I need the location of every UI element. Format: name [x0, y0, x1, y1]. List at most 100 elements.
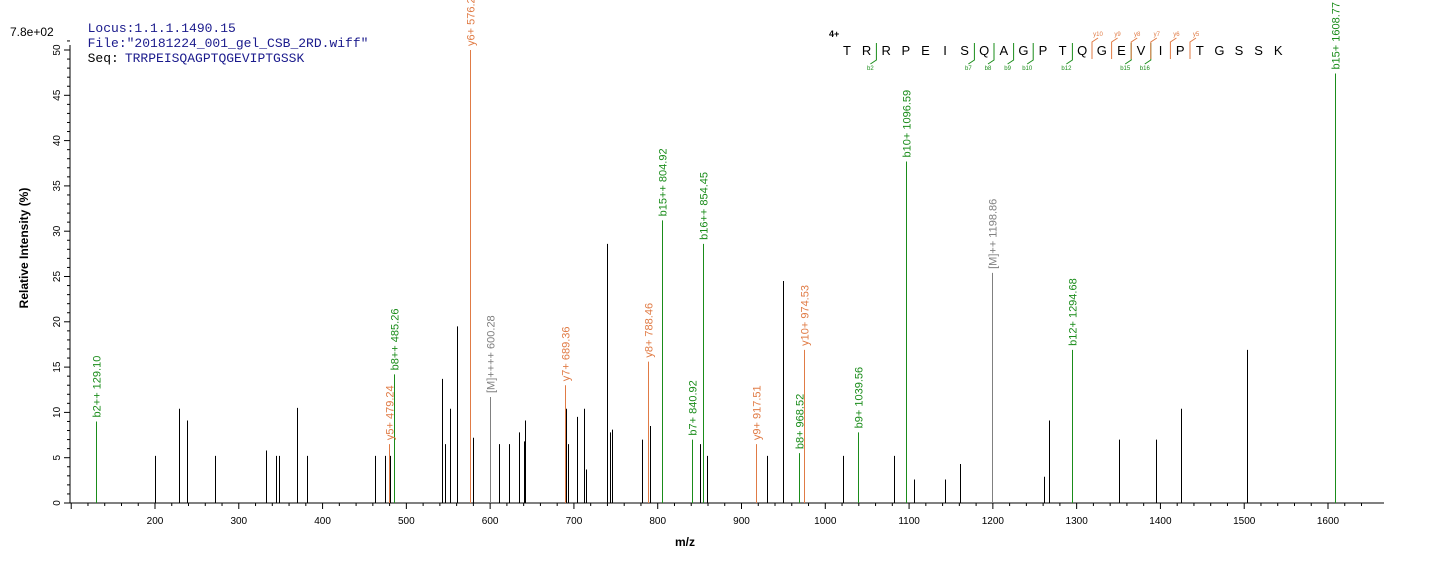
y-ion-tag: y8 — [1134, 32, 1141, 38]
peak-label: b15+ 1608.77 — [1331, 2, 1343, 70]
residue-letter: A — [999, 43, 1008, 58]
peak-label: b15++ 804.92 — [658, 148, 670, 216]
b-ion-marker — [1124, 43, 1132, 65]
x-tick-label: 1300 — [1066, 516, 1089, 527]
y-tick-label: 15 — [52, 361, 63, 373]
y-tick-label: 50 — [52, 44, 63, 56]
y-ion-tag: y10 — [1093, 32, 1103, 38]
x-tick-label: 400 — [314, 516, 331, 527]
x-tick-label: 1500 — [1233, 516, 1256, 527]
residue-letter: R — [882, 43, 891, 58]
y-tick-label: 40 — [52, 135, 63, 147]
y-ion-tag: y5 — [1193, 32, 1200, 38]
y-tick-label: 35 — [52, 180, 63, 192]
b-ion-marker — [870, 43, 877, 65]
y-ion-marker — [1091, 37, 1099, 59]
y-ion-marker — [1189, 37, 1197, 59]
sequence-fragment-map: 4+T R R P E I S Q A G P T Q G E V I P T G S S Kb2 b7 b8 b9 b10 b12 b… — [829, 29, 1283, 72]
b-ion-tag: b9 — [1004, 66, 1011, 72]
x-tick-label: 1200 — [982, 516, 1005, 527]
y-tick-label: 5 — [52, 454, 63, 460]
b-ion-tag: b10 — [1022, 66, 1033, 72]
x-axis-title: m/z — [675, 535, 695, 549]
b-ion-marker — [987, 43, 995, 65]
y-ion-tag: y9 — [1114, 32, 1121, 38]
y-axis-title: Relative Intensity (%) — [17, 188, 31, 309]
b-ion-tag: b15 — [1120, 66, 1131, 72]
b-ion-tag: b7 — [965, 66, 972, 72]
seq-label: Seq: — [87, 51, 119, 66]
peak-label: b2++ 129.10 — [92, 356, 104, 418]
peak-label: b8++ 485.26 — [390, 309, 402, 371]
peak-label: [M]++ 1198.86 — [988, 199, 1000, 269]
x-tick-label: 900 — [733, 516, 750, 527]
residue-letter: G — [1214, 43, 1224, 58]
axes: 200 300 400 500 600 700 800 900 1000 1100 1200 1300… — [52, 40, 1384, 527]
peak-label: b7+ 840.92 — [688, 380, 700, 435]
peak-label: y10+ 974.53 — [800, 285, 812, 346]
peak-label: y8+ 788.46 — [644, 303, 656, 358]
y-ion-tag: y6 — [1173, 32, 1180, 38]
residue-letter: Q — [979, 43, 989, 58]
residue-letter: G — [1018, 43, 1028, 58]
x-tick-label: 300 — [230, 516, 247, 527]
charge-state: 4+ — [829, 29, 839, 39]
residue-letter: S — [1235, 43, 1244, 58]
y-ion-marker — [1130, 37, 1138, 59]
b-ion-marker — [968, 43, 975, 65]
residue-letter: P — [901, 43, 910, 58]
y-tick-label: 45 — [52, 89, 63, 101]
residue-letter: R — [862, 43, 871, 58]
residue-letter: E — [921, 43, 930, 58]
y-tick-label: 0 — [52, 500, 63, 506]
peak-labels: b2++ 129.10 y5+ 479.24 b8++ 485.26 y6+ 576.… — [92, 0, 1343, 449]
y-ion-tag: y7 — [1154, 32, 1161, 38]
y-ion-marker — [1169, 37, 1177, 59]
peaks — [96, 50, 1336, 503]
spectrum-header: Locus:1.1.1.1490.15 File:"20181224_001_g… — [72, 6, 374, 66]
peak-label: b16++ 854.45 — [699, 172, 711, 240]
y-ion-marker — [1150, 37, 1158, 59]
peak-label: y5+ 479.24 — [385, 385, 397, 440]
residue-letter: S — [1254, 43, 1263, 58]
seq-value: TRRPEISQAGPTQGEVIPTGSSK — [124, 51, 305, 66]
b-ion-tag: b12 — [1061, 66, 1072, 72]
y-ion-marker — [1111, 37, 1118, 59]
residue-letter: T — [843, 43, 851, 58]
residue-letter: I — [943, 43, 947, 58]
file-label: File:"20181224_001_gel_CSB_2RD.wiff" — [87, 36, 369, 51]
x-tick-label: 1600 — [1317, 516, 1340, 527]
b-ion-marker — [1144, 43, 1152, 65]
b-ion-marker — [1066, 43, 1073, 65]
x-tick-label: 1000 — [814, 516, 837, 527]
peak-label: y7+ 689.36 — [561, 326, 573, 381]
peak-label: [M]++++ 600.28 — [486, 315, 498, 393]
residue-letter: S — [960, 43, 969, 58]
residue-letter: P — [1176, 43, 1185, 58]
residue-letter: K — [1274, 43, 1283, 58]
peak-label: b9+ 1039.56 — [854, 367, 866, 428]
x-tick-label: 700 — [566, 516, 583, 527]
b-ion-tag: b8 — [985, 66, 992, 72]
x-tick-label: 500 — [398, 516, 415, 527]
x-tick-label: 800 — [649, 516, 666, 527]
x-tick-label: 1400 — [1149, 516, 1172, 527]
locus-label: Locus:1.1.1.1490.15 — [87, 21, 236, 36]
x-tick-label: 600 — [482, 516, 499, 527]
b-ion-tag: b2 — [867, 66, 874, 72]
residue-letter: T — [1059, 43, 1067, 58]
peak-label: b8+ 968.52 — [795, 394, 807, 449]
peak-label: b10+ 1096.59 — [902, 90, 914, 158]
peak-label: b12+ 1294.68 — [1068, 278, 1080, 346]
residue-letter: Q — [1077, 43, 1087, 58]
b-ion-marker — [1026, 43, 1034, 65]
y-tick-label: 20 — [52, 316, 63, 328]
y-tick-label: 25 — [52, 271, 63, 283]
x-tick-label: 200 — [147, 516, 164, 527]
b-ion-tag: b16 — [1140, 66, 1151, 72]
residue-letter: I — [1159, 43, 1163, 58]
y-tick-label: 30 — [52, 225, 63, 237]
residue-letter: P — [1039, 43, 1048, 58]
residue-letter: T — [1196, 43, 1204, 58]
